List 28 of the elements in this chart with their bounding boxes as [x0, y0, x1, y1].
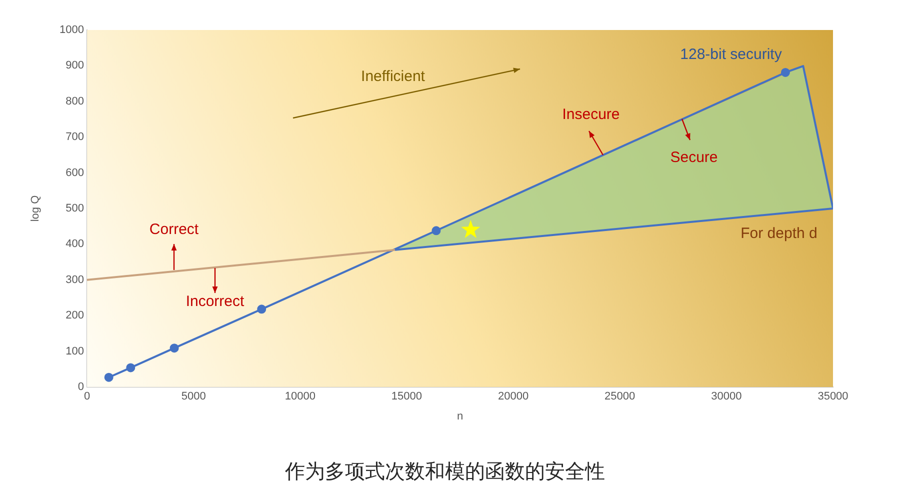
x-tick-label: 25000	[604, 390, 636, 403]
annotation: Secure	[670, 149, 718, 166]
y-tick-label: 100	[66, 345, 84, 358]
y-tick-label: 400	[66, 238, 84, 250]
annotation: For depth d	[740, 225, 818, 242]
annotation: Insecure	[562, 106, 620, 124]
y-tick-label: 600	[66, 166, 84, 179]
x-axis-title: n	[456, 410, 464, 422]
y-tick-label: 300	[66, 274, 84, 286]
annotation: 128-bit security	[680, 46, 782, 64]
x-tick-label: 35000	[818, 390, 848, 403]
y-tick-label: 1000	[60, 24, 84, 36]
x-tick-label: 15000	[391, 390, 422, 403]
y-tick-label: 200	[66, 310, 84, 322]
annotation: Incorrect	[186, 293, 246, 310]
y-tick-label: 0	[78, 381, 84, 394]
x-tick-label: 20000	[498, 390, 529, 403]
y-tick-label: 800	[66, 95, 84, 108]
x-tick-label: 10000	[284, 390, 316, 403]
y-tick-label: 700	[66, 131, 84, 144]
x-tick-label: 30000	[711, 390, 742, 403]
annotation: Correct	[149, 221, 200, 238]
text: 作为多项式次数和模的函数的安全性	[284, 460, 606, 485]
y-axis-title: log Q	[30, 194, 42, 222]
y-tick-label: 500	[66, 202, 84, 215]
x-tick-label: 5000	[181, 390, 206, 403]
annotation: Inefficient	[361, 68, 426, 86]
y-tick-label: 900	[66, 60, 84, 72]
